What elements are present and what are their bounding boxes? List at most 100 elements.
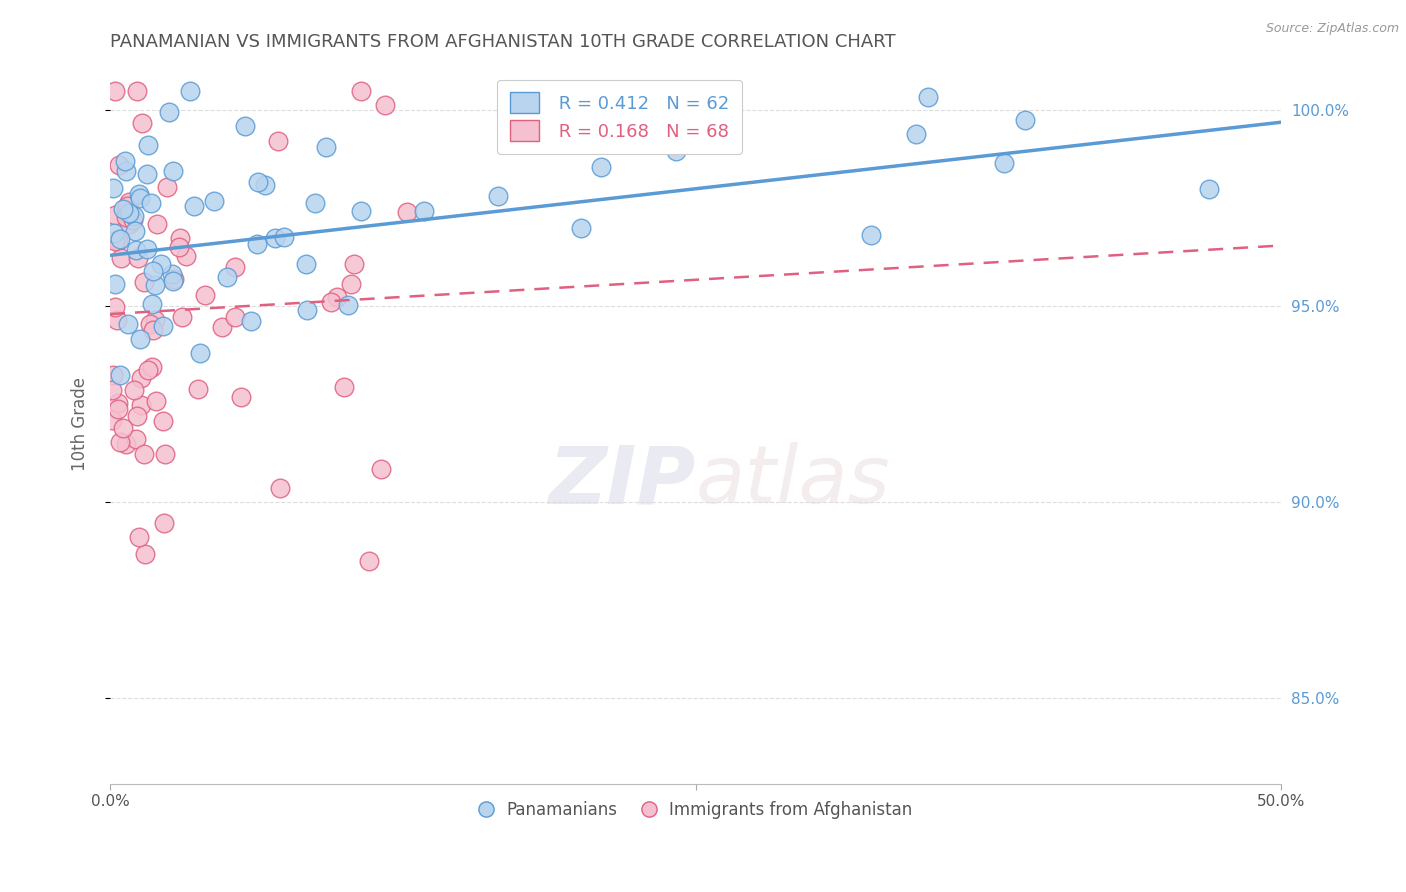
Point — [156, 180, 179, 194]
Point — [145, 313, 167, 327]
Point — [333, 380, 356, 394]
Point — [340, 277, 363, 292]
Point — [104, 300, 127, 314]
Point — [104, 84, 127, 98]
Point — [253, 178, 276, 192]
Point — [125, 243, 148, 257]
Point — [111, 202, 134, 217]
Point — [115, 164, 138, 178]
Point — [273, 230, 295, 244]
Point — [121, 212, 143, 227]
Point — [122, 383, 145, 397]
Point — [115, 210, 138, 224]
Point — [142, 263, 165, 277]
Point — [124, 224, 146, 238]
Point — [665, 144, 688, 158]
Point — [229, 390, 252, 404]
Point — [153, 447, 176, 461]
Point — [125, 432, 148, 446]
Y-axis label: 10th Grade: 10th Grade — [72, 376, 89, 471]
Point — [1014, 113, 1036, 128]
Point — [136, 167, 159, 181]
Point — [114, 203, 136, 218]
Point — [118, 194, 141, 209]
Point — [138, 317, 160, 331]
Point — [486, 189, 509, 203]
Point — [664, 128, 686, 142]
Point — [108, 231, 131, 245]
Point — [128, 530, 150, 544]
Point — [135, 242, 157, 256]
Point — [125, 409, 148, 423]
Point — [295, 257, 318, 271]
Point — [111, 421, 134, 435]
Point — [107, 401, 129, 416]
Point — [297, 303, 319, 318]
Point — [129, 333, 152, 347]
Point — [304, 196, 326, 211]
Point — [118, 217, 141, 231]
Point — [132, 447, 155, 461]
Point — [374, 97, 396, 112]
Point — [162, 164, 184, 178]
Text: PANAMANIAN VS IMMIGRANTS FROM AFGHANISTAN 10TH GRADE CORRELATION CHART: PANAMANIAN VS IMMIGRANTS FROM AFGHANISTA… — [110, 33, 896, 51]
Point — [263, 231, 285, 245]
Point — [217, 270, 239, 285]
Point — [240, 314, 263, 328]
Point — [131, 115, 153, 129]
Point — [269, 481, 291, 495]
Point — [104, 277, 127, 291]
Point — [115, 437, 138, 451]
Point — [143, 278, 166, 293]
Point — [115, 199, 138, 213]
Point — [413, 204, 436, 219]
Point — [634, 105, 657, 120]
Point — [343, 257, 366, 271]
Point — [157, 104, 180, 119]
Point — [211, 320, 233, 334]
Point — [132, 275, 155, 289]
Point — [108, 368, 131, 382]
Point — [174, 249, 197, 263]
Point — [101, 368, 124, 383]
Point — [129, 370, 152, 384]
Point — [104, 234, 127, 248]
Point — [905, 127, 928, 141]
Point — [591, 161, 613, 175]
Point — [141, 296, 163, 310]
Point — [117, 317, 139, 331]
Point — [357, 554, 380, 568]
Point — [993, 156, 1015, 170]
Point — [169, 231, 191, 245]
Point — [101, 383, 124, 397]
Point — [187, 382, 209, 396]
Text: atlas: atlas — [696, 442, 890, 520]
Point — [134, 547, 156, 561]
Point — [152, 318, 174, 333]
Point — [141, 359, 163, 374]
Point — [396, 204, 419, 219]
Point — [169, 240, 191, 254]
Point — [101, 413, 124, 427]
Point — [118, 206, 141, 220]
Point — [202, 194, 225, 209]
Point — [183, 199, 205, 213]
Point — [162, 274, 184, 288]
Point — [152, 414, 174, 428]
Point — [247, 175, 270, 189]
Point — [233, 120, 256, 134]
Point — [138, 363, 160, 377]
Point — [139, 196, 162, 211]
Point — [224, 310, 246, 324]
Point — [548, 84, 571, 98]
Point — [136, 138, 159, 153]
Point — [718, 84, 741, 98]
Point — [105, 313, 128, 327]
Point — [315, 140, 337, 154]
Point — [370, 461, 392, 475]
Point — [107, 158, 129, 172]
Point — [336, 298, 359, 312]
Point — [163, 272, 186, 286]
Point — [153, 516, 176, 531]
Point — [569, 221, 592, 235]
